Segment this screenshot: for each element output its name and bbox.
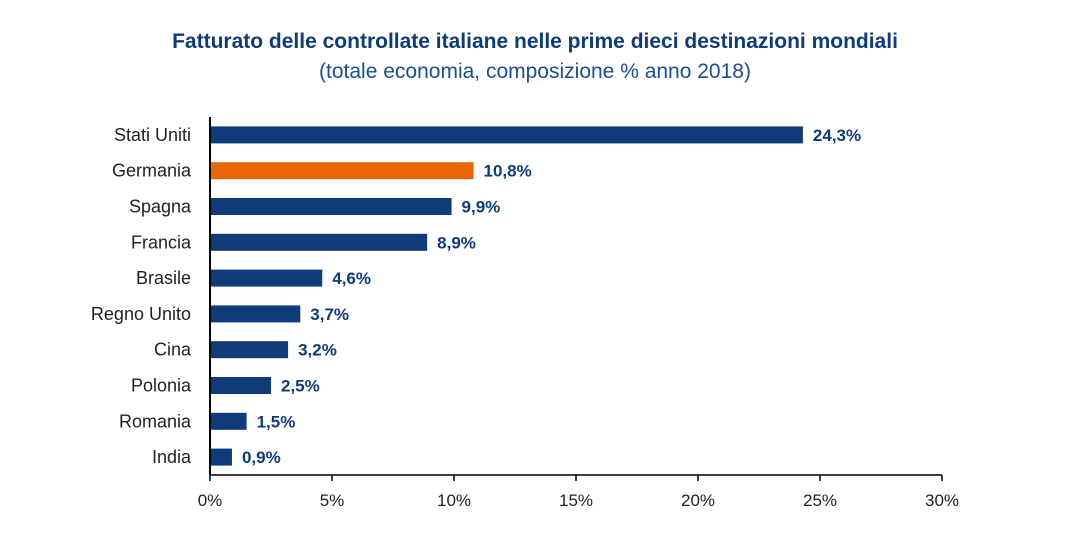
chart-title: Fatturato delle controllate italiane nel… [172,30,898,53]
bar-cina [210,341,289,359]
x-tick-label: 25% [803,491,837,510]
x-tick-label: 30% [925,491,959,510]
x-tick-label: 20% [681,491,715,510]
bar-india [210,448,232,466]
value-label: 24,3% [813,126,861,145]
category-label: Stati Uniti [114,125,191,145]
bar-germania [210,162,474,180]
value-label: 8,9% [437,233,476,252]
bar-regno-unito [210,305,301,323]
value-label: 1,5% [257,412,296,431]
value-label: 2,5% [281,377,320,396]
category-label: Polonia [131,376,192,396]
bar-brasile [210,269,323,287]
bar-stati-uniti [210,126,803,144]
category-label: Regno Unito [91,304,191,324]
bar-polonia [210,377,271,394]
bar-romania [210,412,247,430]
bar-francia [210,233,428,251]
category-label: Germania [112,161,192,181]
value-label: 10,8% [484,162,532,181]
value-label: 3,2% [298,341,337,360]
bar-spagna [210,198,452,215]
category-label: Brasile [136,268,191,288]
x-tick-label: 0% [198,491,223,510]
category-label: Spagna [129,197,192,217]
x-tick-label: 15% [559,491,593,510]
value-label: 9,9% [462,198,501,217]
category-label: India [152,447,192,467]
category-label: Francia [131,232,192,252]
chart-subtitle: (totale economia, composizione % anno 20… [319,60,751,83]
value-label: 4,6% [332,269,371,288]
x-tick-label: 10% [437,491,471,510]
category-label: Cina [154,340,192,360]
x-tick-label: 5% [320,491,345,510]
value-label: 0,9% [242,448,281,467]
category-label: Romania [119,411,192,431]
value-label: 3,7% [310,305,349,324]
